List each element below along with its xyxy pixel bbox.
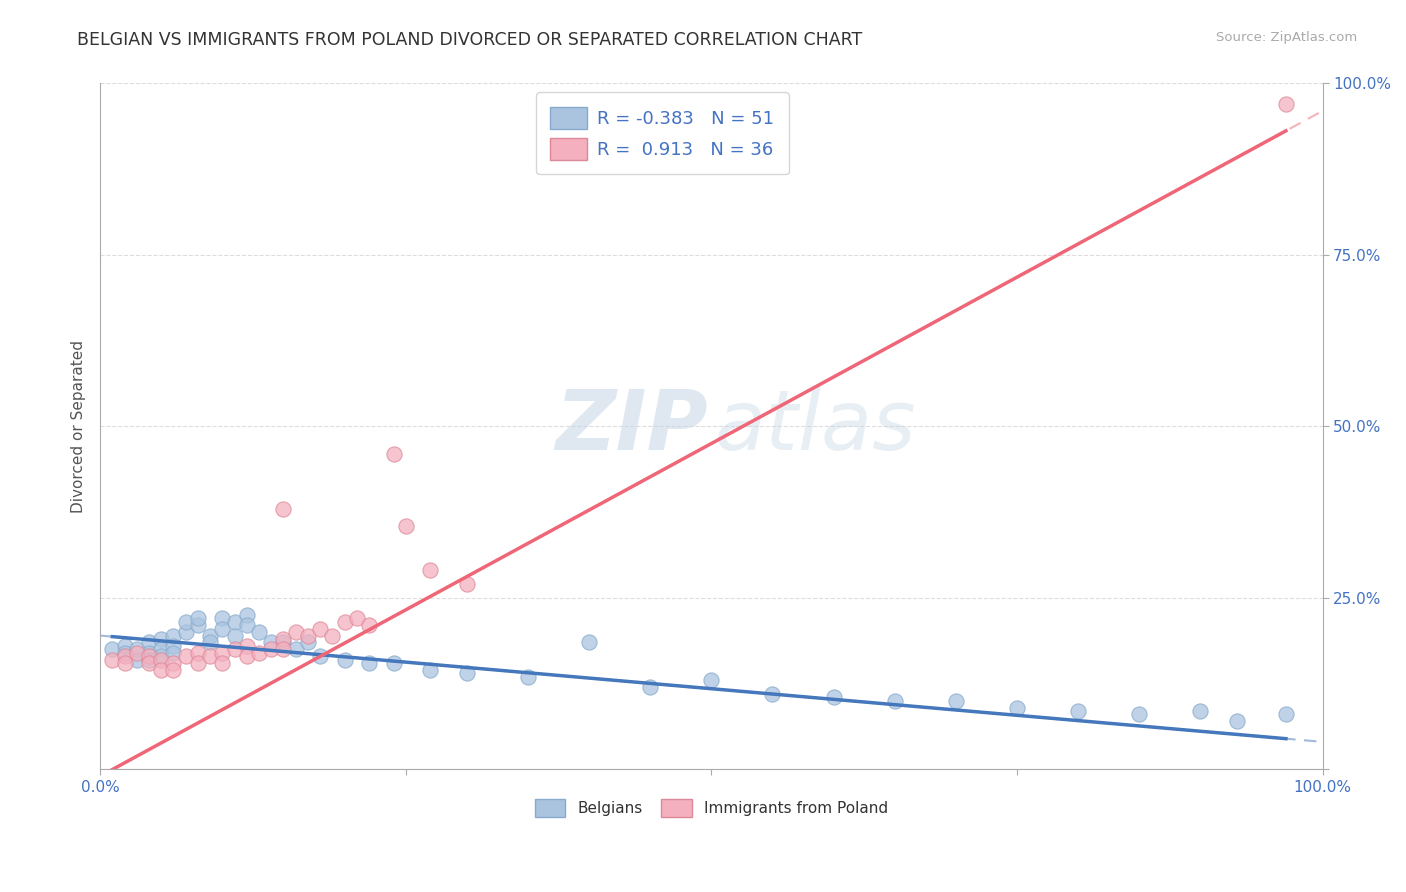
- Point: [761, 687, 783, 701]
- Point: [395, 518, 418, 533]
- Point: [1005, 700, 1028, 714]
- Point: [198, 629, 221, 643]
- Text: atlas: atlas: [716, 386, 917, 467]
- Point: [333, 615, 356, 629]
- Point: [517, 670, 540, 684]
- Point: [382, 447, 405, 461]
- Point: [187, 611, 209, 625]
- Point: [114, 646, 136, 660]
- Point: [236, 618, 259, 632]
- Point: [236, 639, 259, 653]
- Point: [1226, 714, 1249, 729]
- Point: [578, 635, 600, 649]
- Point: [284, 625, 307, 640]
- Point: [236, 649, 259, 664]
- Legend: Belgians, Immigrants from Poland: Belgians, Immigrants from Poland: [529, 792, 894, 823]
- Point: [150, 642, 173, 657]
- Text: BELGIAN VS IMMIGRANTS FROM POLAND DIVORCED OR SEPARATED CORRELATION CHART: BELGIAN VS IMMIGRANTS FROM POLAND DIVORC…: [77, 31, 862, 49]
- Point: [125, 642, 148, 657]
- Point: [419, 663, 441, 677]
- Point: [224, 642, 246, 657]
- Point: [273, 632, 295, 646]
- Point: [945, 694, 967, 708]
- Point: [150, 632, 173, 646]
- Point: [273, 501, 295, 516]
- Point: [638, 680, 661, 694]
- Point: [138, 656, 160, 670]
- Text: Source: ZipAtlas.com: Source: ZipAtlas.com: [1216, 31, 1357, 45]
- Point: [162, 629, 184, 643]
- Point: [333, 652, 356, 666]
- Point: [1275, 97, 1298, 112]
- Point: [346, 611, 368, 625]
- Point: [382, 656, 405, 670]
- Point: [273, 642, 295, 657]
- Text: ZIP: ZIP: [555, 386, 707, 467]
- Point: [162, 656, 184, 670]
- Point: [150, 652, 173, 666]
- Point: [138, 646, 160, 660]
- Point: [138, 649, 160, 664]
- Point: [150, 649, 173, 664]
- Point: [174, 625, 197, 640]
- Point: [309, 649, 332, 664]
- Point: [260, 635, 283, 649]
- Point: [456, 666, 478, 681]
- Point: [114, 639, 136, 653]
- Point: [125, 652, 148, 666]
- Point: [297, 635, 319, 649]
- Point: [187, 618, 209, 632]
- Point: [1189, 704, 1212, 718]
- Point: [150, 663, 173, 677]
- Point: [456, 577, 478, 591]
- Point: [883, 694, 905, 708]
- Point: [321, 629, 343, 643]
- Point: [198, 635, 221, 649]
- Point: [224, 629, 246, 643]
- Point: [247, 625, 270, 640]
- Point: [247, 646, 270, 660]
- Point: [211, 622, 233, 636]
- Point: [125, 646, 148, 660]
- Point: [101, 642, 124, 657]
- Point: [138, 652, 160, 666]
- Point: [187, 646, 209, 660]
- Point: [174, 649, 197, 664]
- Point: [700, 673, 723, 687]
- Point: [101, 652, 124, 666]
- Point: [211, 611, 233, 625]
- Point: [357, 618, 380, 632]
- Point: [211, 656, 233, 670]
- Point: [211, 646, 233, 660]
- Point: [1128, 707, 1150, 722]
- Point: [823, 690, 845, 705]
- Point: [174, 615, 197, 629]
- Point: [1275, 707, 1298, 722]
- Point: [419, 563, 441, 577]
- Point: [284, 642, 307, 657]
- Point: [198, 649, 221, 664]
- Point: [297, 629, 319, 643]
- Point: [236, 607, 259, 622]
- Point: [162, 663, 184, 677]
- Point: [138, 635, 160, 649]
- Point: [260, 642, 283, 657]
- Point: [162, 639, 184, 653]
- Point: [273, 635, 295, 649]
- Point: [1067, 704, 1090, 718]
- Point: [162, 646, 184, 660]
- Point: [309, 622, 332, 636]
- Point: [187, 656, 209, 670]
- Point: [114, 656, 136, 670]
- Point: [224, 615, 246, 629]
- Point: [357, 656, 380, 670]
- Point: [114, 649, 136, 664]
- Y-axis label: Divorced or Separated: Divorced or Separated: [72, 340, 86, 513]
